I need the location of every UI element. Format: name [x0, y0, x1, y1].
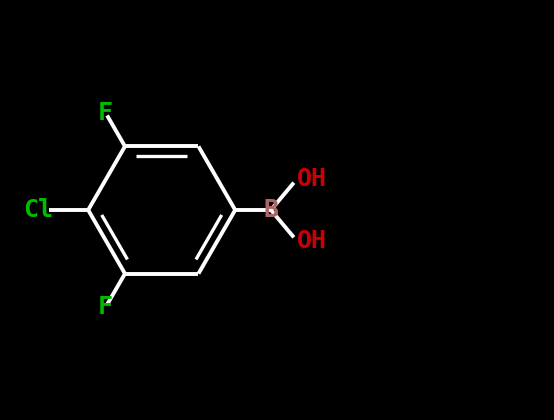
Text: F: F	[98, 100, 113, 124]
Text: Cl: Cl	[23, 198, 53, 222]
Text: OH: OH	[297, 229, 327, 253]
Text: F: F	[98, 296, 113, 320]
Text: OH: OH	[297, 167, 327, 191]
Text: B: B	[263, 198, 279, 222]
